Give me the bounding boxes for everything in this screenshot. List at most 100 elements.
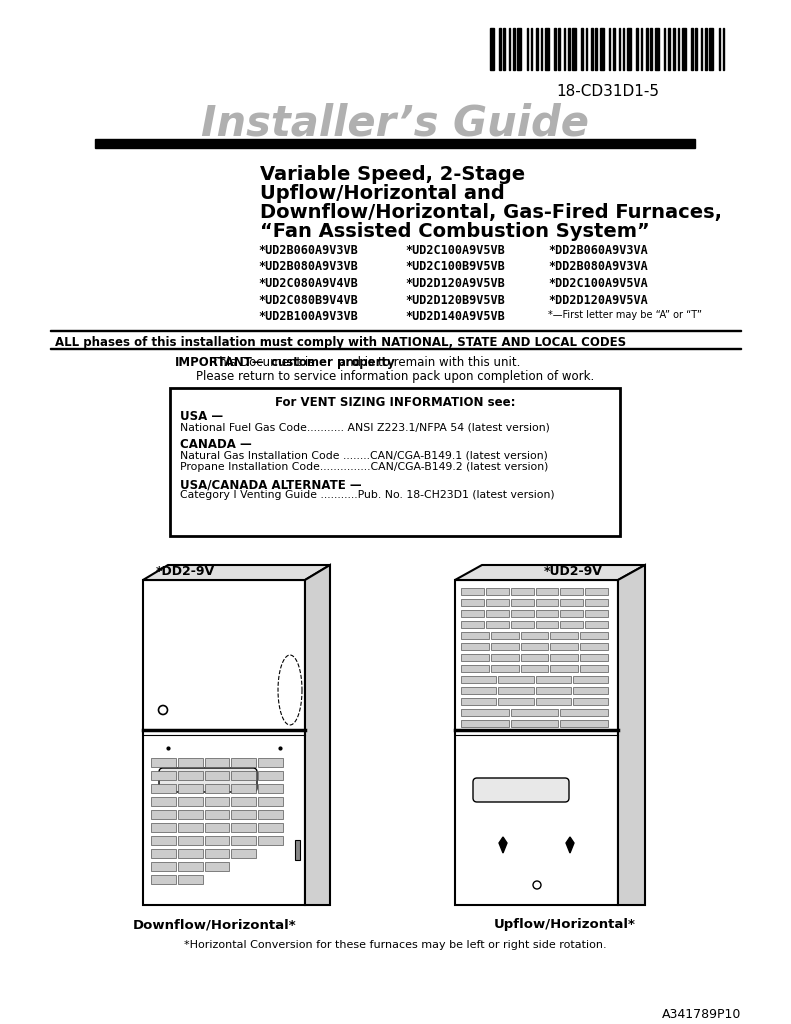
Bar xyxy=(258,836,283,845)
Bar xyxy=(461,709,509,716)
Text: Natural Gas Installation Code ........CAN/CGA-B149.1 (latest version): Natural Gas Installation Code ........CA… xyxy=(180,450,548,460)
Bar xyxy=(490,665,519,672)
Bar xyxy=(573,676,608,683)
Bar xyxy=(95,139,695,148)
Bar xyxy=(258,758,283,767)
Polygon shape xyxy=(143,565,330,580)
Polygon shape xyxy=(455,565,645,580)
Text: Upflow/Horizontal and: Upflow/Horizontal and xyxy=(260,184,505,203)
Bar xyxy=(205,797,229,806)
Bar xyxy=(609,28,611,70)
Bar xyxy=(585,28,588,70)
Bar xyxy=(486,621,509,628)
Text: *UD2C080A9V4VB: *UD2C080A9V4VB xyxy=(258,278,358,290)
Bar xyxy=(536,28,538,70)
Bar xyxy=(258,784,283,793)
Bar xyxy=(591,28,592,70)
Bar xyxy=(520,643,548,650)
Bar xyxy=(490,654,519,662)
Bar xyxy=(581,632,608,639)
Bar xyxy=(517,28,521,70)
Text: *DD2B060A9V3VA: *DD2B060A9V3VA xyxy=(548,244,648,257)
Bar xyxy=(178,784,202,793)
Bar xyxy=(178,849,202,858)
Text: *UD2C100A9V5VB: *UD2C100A9V5VB xyxy=(405,244,505,257)
Bar xyxy=(585,599,608,606)
Bar xyxy=(558,28,560,70)
Bar xyxy=(258,797,283,806)
Bar xyxy=(258,810,283,819)
Bar xyxy=(664,28,665,70)
Bar xyxy=(205,771,229,780)
Bar xyxy=(232,823,256,831)
Bar xyxy=(205,823,229,831)
Bar xyxy=(151,797,176,806)
FancyBboxPatch shape xyxy=(473,778,569,802)
Bar xyxy=(581,28,583,70)
Bar xyxy=(585,610,608,617)
Bar xyxy=(151,758,176,767)
Bar xyxy=(560,588,583,595)
Text: *UD2B080A9V3VB: *UD2B080A9V3VB xyxy=(258,260,358,273)
Bar xyxy=(461,621,484,628)
Text: ALL phases of this installation must comply with NATIONAL, STATE AND LOCAL CODES: ALL phases of this installation must com… xyxy=(55,336,626,349)
Bar xyxy=(461,643,489,650)
Bar xyxy=(646,28,648,70)
Bar xyxy=(178,836,202,845)
Bar xyxy=(718,28,720,70)
Text: and is to remain with this unit.: and is to remain with this unit. xyxy=(335,356,520,369)
Bar xyxy=(232,758,256,767)
Polygon shape xyxy=(499,837,507,853)
Bar xyxy=(551,632,578,639)
Bar xyxy=(520,632,548,639)
Bar xyxy=(151,771,176,780)
Bar xyxy=(650,28,652,70)
Bar xyxy=(151,784,176,793)
Bar xyxy=(461,610,484,617)
Bar xyxy=(461,588,484,595)
Bar xyxy=(499,28,501,70)
Bar xyxy=(178,874,202,884)
Bar xyxy=(486,610,509,617)
Bar xyxy=(695,28,697,70)
Bar xyxy=(498,698,533,705)
Bar xyxy=(178,758,202,767)
Bar xyxy=(573,687,608,694)
Bar xyxy=(511,610,533,617)
Bar xyxy=(691,28,693,70)
Text: *UD2B060A9V3VB: *UD2B060A9V3VB xyxy=(258,244,358,257)
Bar xyxy=(536,687,571,694)
Bar xyxy=(461,599,484,606)
Bar xyxy=(490,28,494,70)
Bar xyxy=(678,28,679,70)
Bar xyxy=(573,698,608,705)
Bar xyxy=(498,687,533,694)
Bar xyxy=(560,610,583,617)
Bar xyxy=(536,610,558,617)
Bar xyxy=(511,709,558,716)
Bar xyxy=(682,28,686,70)
Text: 18-CD31D1-5: 18-CD31D1-5 xyxy=(556,84,659,99)
Bar xyxy=(655,28,659,70)
Bar xyxy=(613,28,615,70)
Bar xyxy=(540,28,542,70)
Bar xyxy=(178,771,202,780)
FancyBboxPatch shape xyxy=(159,768,257,792)
Bar xyxy=(205,758,229,767)
Bar xyxy=(486,599,509,606)
Text: *DD2-9V: *DD2-9V xyxy=(156,565,214,578)
Text: *UD2D140A9V5VB: *UD2D140A9V5VB xyxy=(405,310,505,323)
Polygon shape xyxy=(566,837,574,853)
Bar xyxy=(527,28,528,70)
Bar xyxy=(461,676,496,683)
Bar xyxy=(673,28,675,70)
Bar xyxy=(551,665,578,672)
Text: Installer’s Guide: Installer’s Guide xyxy=(201,103,589,145)
Bar xyxy=(170,388,620,536)
Bar xyxy=(513,28,515,70)
Bar xyxy=(551,643,578,650)
Bar xyxy=(50,347,741,349)
Text: *DD2B080A9V3VA: *DD2B080A9V3VA xyxy=(548,260,648,273)
Bar xyxy=(461,654,489,662)
Bar xyxy=(258,823,283,831)
